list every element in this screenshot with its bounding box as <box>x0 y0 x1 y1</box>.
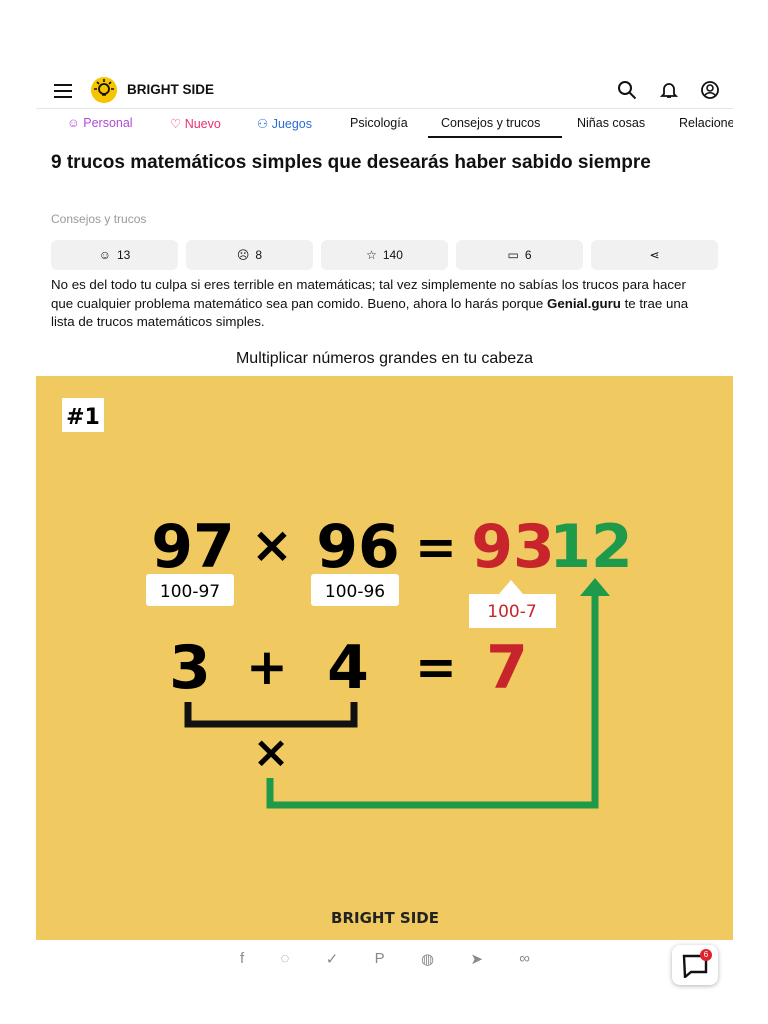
arrow-head <box>580 578 610 596</box>
search-icon[interactable] <box>617 80 637 100</box>
nav-item[interactable]: Psicología <box>350 116 408 130</box>
nav-item[interactable]: ☺ Personal <box>67 116 133 130</box>
hint: 100-97 <box>160 582 220 602</box>
menu-icon[interactable] <box>52 82 74 100</box>
profile-icon[interactable] <box>700 80 720 100</box>
chat-badge: 6 <box>700 949 712 961</box>
logo[interactable] <box>88 76 120 104</box>
share-twitter[interactable]: ✓ <box>325 951 339 968</box>
share-link[interactable]: ∞ <box>519 950 530 967</box>
watermark: BRIGHT SIDE <box>331 909 439 927</box>
share-whatsapp[interactable]: ◌ <box>280 950 290 967</box>
badge: #1 <box>66 405 100 430</box>
share-button[interactable]: ⋖ <box>591 240 718 270</box>
chat-button[interactable]: 6 <box>672 945 718 985</box>
nav-item[interactable]: ⚇ Juegos <box>257 117 312 131</box>
nav-item[interactable]: Consejos y trucos <box>441 116 541 130</box>
num-red: 93 <box>471 512 555 582</box>
hint-box <box>311 574 399 606</box>
badge-box <box>62 398 104 432</box>
share-telegram[interactable]: ➤ <box>470 951 483 968</box>
op: = <box>415 518 457 576</box>
op: = <box>415 638 457 696</box>
nav-item[interactable]: ♡ Nuevo <box>170 117 221 131</box>
bell-icon[interactable] <box>660 81 678 99</box>
num: 97 <box>151 512 235 582</box>
num: 4 <box>327 633 369 703</box>
hint-box <box>146 574 234 606</box>
hint: 100-96 <box>325 582 385 602</box>
reaction-button[interactable]: ☆ 140 <box>321 240 448 270</box>
share-bar: f ◌ ✓ P ◍ ➤ ∞ <box>240 950 530 968</box>
count: 6 <box>524 248 532 262</box>
brand[interactable]: BRIGHT SIDE <box>127 82 215 97</box>
nav-item[interactable]: Niñas cosas <box>577 116 646 130</box>
num-green: 12 <box>549 512 633 582</box>
op: × <box>253 727 290 778</box>
reaction-button[interactable]: ☹ 8 <box>186 240 313 270</box>
reaction-button[interactable]: ☺ 13 <box>51 240 178 270</box>
share-messenger[interactable]: ◍ <box>420 951 435 968</box>
share-facebook[interactable]: f <box>240 950 245 967</box>
share-pinterest[interactable]: P <box>374 950 385 967</box>
intro: No es del todo tu culpa si eres terrible… <box>51 276 711 332</box>
arrow <box>266 592 599 809</box>
bold-text: Genial.guru <box>546 295 621 311</box>
article-image: #1 97 × 96 = 93 12 100-97 100-96 100-7 3… <box>36 376 733 940</box>
nav-item[interactable]: Relaciones <box>679 116 733 130</box>
bracket <box>184 702 358 728</box>
category[interactable]: Consejos y trucos <box>51 212 147 226</box>
comment-button[interactable]: ▭ 6 <box>456 240 583 270</box>
num-red: 7 <box>486 633 528 703</box>
count: 8 <box>255 248 263 262</box>
hint: 100-7 <box>487 602 536 622</box>
num: 96 <box>316 512 400 582</box>
hint-box <box>469 580 556 628</box>
nav: ☺ Personal ♡ Nuevo ⚇ Juegos Psicología C… <box>36 114 733 138</box>
nav-underline <box>428 136 562 138</box>
op: × <box>251 516 293 574</box>
image-caption: Multiplicar números grandes en tu cabeza <box>235 350 534 367</box>
article-title: 9 trucos matemáticos simples que deseará… <box>51 152 651 173</box>
text: te trae una lista de trucos matemáticos … <box>51 295 689 330</box>
count: 140 <box>382 248 403 262</box>
num: 3 <box>169 633 211 703</box>
count: 13 <box>116 248 131 262</box>
divider <box>36 108 733 109</box>
image-bg <box>36 376 733 940</box>
text: No es del todo tu culpa si eres terrible… <box>51 277 686 311</box>
op: + <box>246 638 288 696</box>
